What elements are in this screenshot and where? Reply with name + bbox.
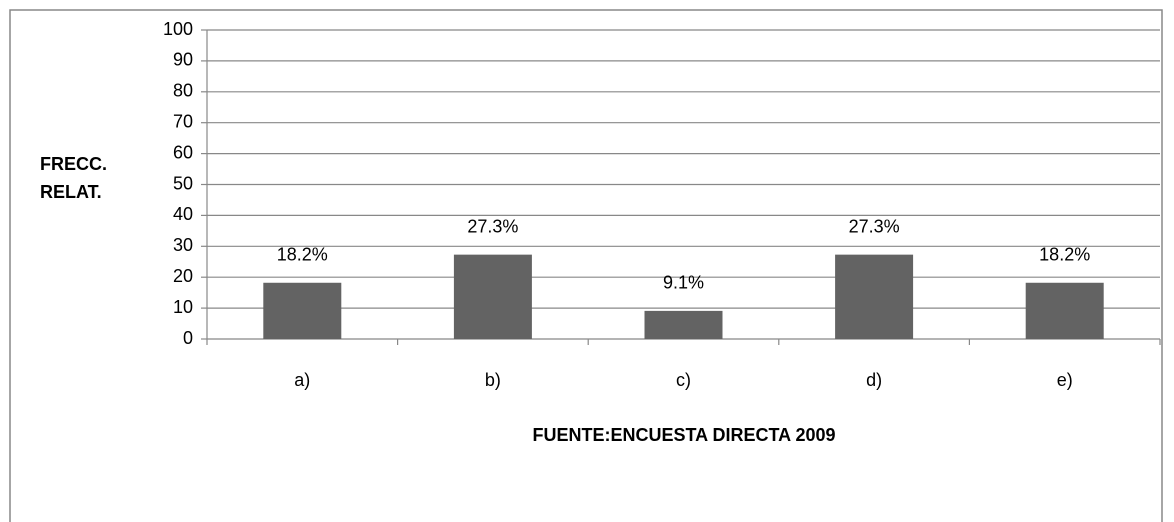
y-tick-label: 20 <box>173 266 193 286</box>
y-tick-label: 90 <box>173 50 193 70</box>
data-label: 18.2% <box>1039 245 1090 265</box>
x-tick-label: d) <box>866 370 882 390</box>
bar <box>835 254 914 339</box>
bar <box>644 310 723 339</box>
y-tick-label: 60 <box>173 142 193 162</box>
data-label: 27.3% <box>849 216 900 236</box>
x-tick-label: e) <box>1057 370 1073 390</box>
x-tick-label: c) <box>676 370 691 390</box>
y-tick-label: 40 <box>173 204 193 224</box>
x-axis-label: FUENTE:ENCUESTA DIRECTA 2009 <box>532 425 835 445</box>
bar <box>263 282 342 339</box>
y-tick-label: 80 <box>173 81 193 101</box>
bar <box>453 254 532 339</box>
x-tick-label: b) <box>485 370 501 390</box>
y-tick-label: 10 <box>173 297 193 317</box>
bar <box>1025 282 1104 339</box>
y-axis-label: FRECC. RELAT. <box>40 154 107 202</box>
chart-border <box>9 9 1163 522</box>
y-tick-label: 50 <box>173 173 193 193</box>
data-label: 18.2% <box>277 245 328 265</box>
y-tick-label: 100 <box>163 19 193 39</box>
data-label: 27.3% <box>467 216 518 236</box>
y-tick-label: 0 <box>183 328 193 348</box>
data-label: 9.1% <box>663 273 704 293</box>
x-tick-label: a) <box>294 370 310 390</box>
y-tick-label: 30 <box>173 235 193 255</box>
y-tick-label: 70 <box>173 111 193 131</box>
